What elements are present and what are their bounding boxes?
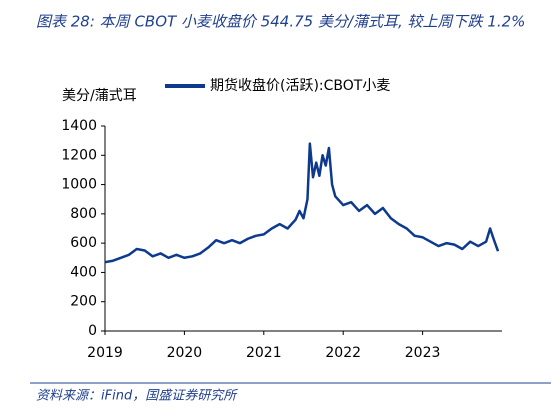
y-tick-label: 1400 — [61, 118, 97, 134]
y-tick-label: 0 — [88, 323, 97, 339]
y-tick-label: 600 — [70, 235, 97, 251]
x-tick-label: 2021 — [246, 345, 282, 361]
data-line — [104, 142, 500, 264]
y-axis-label: 美分/蒲式耳 — [62, 88, 137, 104]
x-tick-label: 2023 — [405, 345, 441, 361]
legend-label: 期货收盘价(活跃):CBOT小麦 — [210, 77, 390, 94]
x-tick-label: 2019 — [87, 345, 123, 361]
x-tick-label: 2020 — [167, 345, 203, 361]
source: 资料来源：iFind，国盛证券研究所 — [36, 388, 238, 404]
y-tick-label: 800 — [70, 206, 97, 222]
y-tick-label: 1000 — [61, 177, 97, 193]
x-tick-label: 2022 — [325, 345, 361, 361]
y-tick-label: 200 — [70, 294, 97, 310]
y-tick-label: 400 — [70, 264, 97, 280]
y-tick-label: 1200 — [61, 147, 97, 163]
chart-title: 图表 28: 本周 CBOT 小麦收盘价 544.75 美分/蒲式耳, 较上周下… — [36, 13, 525, 31]
